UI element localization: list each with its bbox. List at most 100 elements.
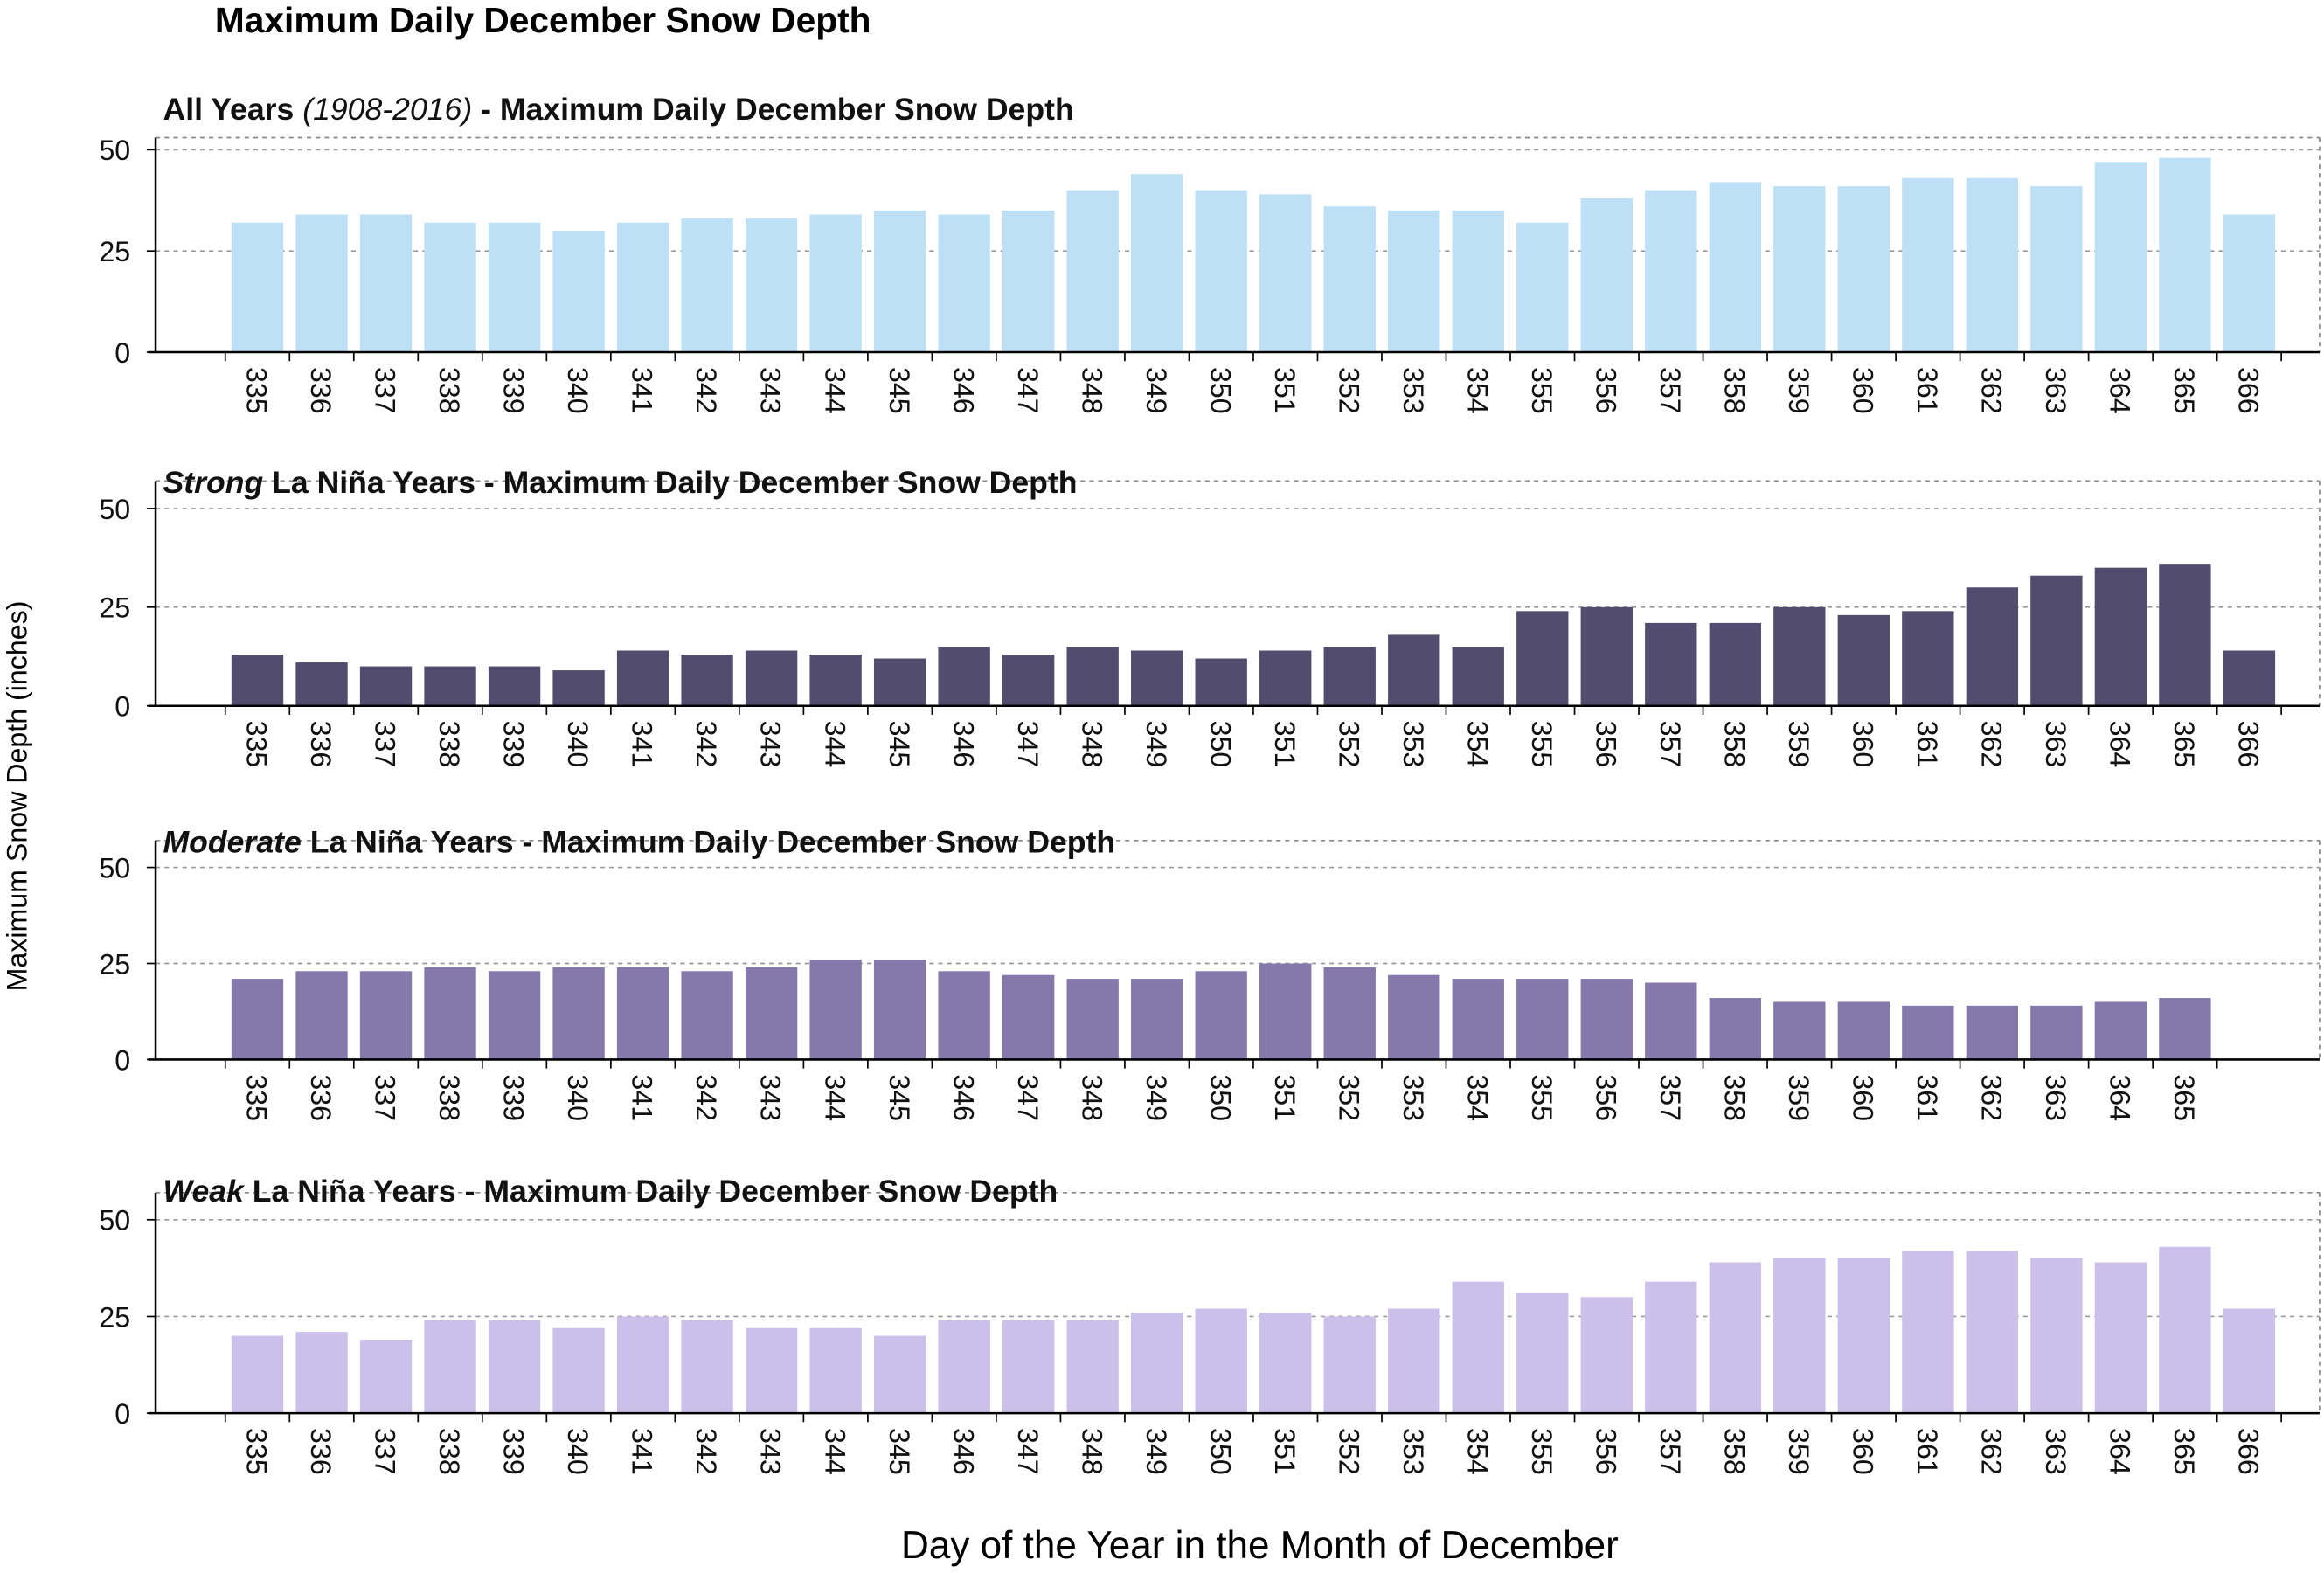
x-tick-label: 364 [2105,721,2136,768]
bar [2030,186,2083,353]
x-tick-label: 351 [1269,1074,1301,1121]
bar [359,971,413,1060]
x-tick-label: 348 [1076,1428,1107,1475]
bar [1709,1262,1761,1414]
bar [424,222,476,353]
y-tick-label: 50 [99,1205,130,1237]
x-tick-label: 347 [1012,1428,1044,1475]
bar [424,666,476,706]
x-tick-label: 339 [498,367,530,414]
bar [2159,564,2211,706]
bar [1709,622,1761,706]
x-tick-label: 356 [1590,1074,1621,1121]
x-tick-label: 360 [1847,1428,1878,1475]
x-tick-label: 364 [2105,367,2136,414]
x-tick-label: 351 [1269,367,1301,414]
bar [1837,1001,1890,1060]
x-tick-label: 335 [241,1074,273,1121]
bar [1066,1320,1119,1414]
bar [681,971,733,1060]
x-tick-label: 347 [1012,367,1044,414]
x-tick-label: 363 [2040,721,2071,768]
bar [295,971,348,1060]
x-tick-label: 345 [884,1074,915,1121]
bar [2159,998,2211,1060]
bar [552,231,605,353]
bar [1195,658,1247,706]
bar [2030,1258,2083,1414]
bar [1645,982,1697,1060]
bar [938,971,990,1060]
x-tick-label: 356 [1590,721,1621,768]
x-tick-label: 360 [1847,721,1878,768]
bar [809,655,862,706]
bar [231,655,284,706]
y-tick-label: 25 [99,1301,130,1333]
bar [1966,177,2019,353]
bar [616,222,669,353]
bar [1580,197,1633,353]
x-tick-label: 341 [627,1428,658,1475]
y-tick-label: 50 [99,135,130,166]
x-tick-label: 350 [1204,721,1236,768]
bar [616,650,669,706]
bar [745,967,798,1060]
x-tick-label: 351 [1269,721,1301,768]
panel-title-part: La Niña Years - Maximum Daily December S… [244,1174,1058,1209]
bar [745,1327,798,1414]
bar [1645,190,1697,353]
x-tick-label: 355 [1526,721,1557,768]
bar [2223,214,2276,353]
x-tick-label: 362 [1975,1428,2007,1475]
x-tick-label: 351 [1269,1428,1301,1475]
y-tick-label: 0 [114,691,130,723]
bar [1323,1316,1376,1414]
x-tick-label: 336 [305,367,336,414]
bar [873,1335,926,1414]
x-tick-label: 349 [1141,1428,1172,1475]
bar [1580,979,1633,1060]
bar [359,214,413,353]
x-tick-label: 340 [562,1428,593,1475]
bar [1837,186,1890,353]
bar [1837,1258,1890,1414]
bar [488,222,541,353]
x-tick-label: 357 [1655,721,1686,768]
bar [1516,611,1569,706]
bar [1002,1320,1055,1414]
y-tick-label: 0 [114,1044,130,1076]
bar [616,1316,669,1414]
bar [2094,567,2147,706]
x-tick-label: 335 [241,367,273,414]
x-tick-label: 337 [370,1428,401,1475]
x-tick-label: 361 [1911,1428,1943,1475]
x-tick-label: 362 [1975,1074,2007,1121]
bar [1645,622,1697,706]
x-tick-label: 354 [1461,1428,1493,1475]
bar [231,1335,284,1414]
y-tick-label: 25 [99,948,130,980]
bar [1902,1251,1954,1414]
panel-title-part: Moderate [163,824,302,859]
x-tick-label: 366 [2233,721,2265,768]
bar [359,666,413,706]
panel-title: All Years (1908-2016) - Maximum Daily De… [163,92,1074,127]
x-tick-label: 357 [1655,1074,1686,1121]
x-tick-label: 360 [1847,1074,1878,1121]
bar [745,218,798,353]
panel-title-part: Strong [163,465,264,500]
panel-title: Strong La Niña Years - Maximum Daily Dec… [163,465,1078,500]
bar [552,1327,605,1414]
x-tick-label: 344 [819,721,850,768]
bar [552,670,605,706]
bar [1323,646,1376,706]
x-tick-label: 338 [434,721,465,768]
bar [1773,1258,1826,1414]
bar [1966,1251,2019,1414]
bar [2030,1005,2083,1060]
bar [681,1320,733,1414]
panel-title-part: (1908-2016) [302,92,472,127]
bar [295,214,348,353]
x-tick-label: 341 [627,367,658,414]
x-tick-label: 342 [690,1428,722,1475]
